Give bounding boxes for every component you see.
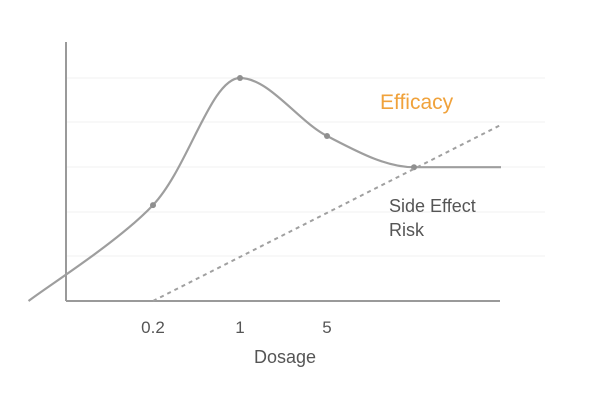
- efficacy-point: [150, 202, 156, 209]
- efficacy-point: [237, 75, 243, 81]
- axes: [65, 42, 500, 302]
- x-axis-label: Dosage: [254, 347, 316, 367]
- efficacy-point: [324, 132, 330, 139]
- risk-label-line1: Side Effect: [389, 196, 476, 216]
- x-tick-label: 0.2: [141, 318, 165, 337]
- side-effect-risk-line: [152, 123, 502, 302]
- x-tick-label: 5: [322, 318, 331, 337]
- x-tick-label: 1: [235, 318, 244, 337]
- risk-label-line2: Risk: [389, 220, 425, 240]
- series-layer: [27, 75, 502, 302]
- efficacy-label: Efficacy: [380, 91, 454, 114]
- x-ticks: 0.2 1 5: [141, 318, 332, 337]
